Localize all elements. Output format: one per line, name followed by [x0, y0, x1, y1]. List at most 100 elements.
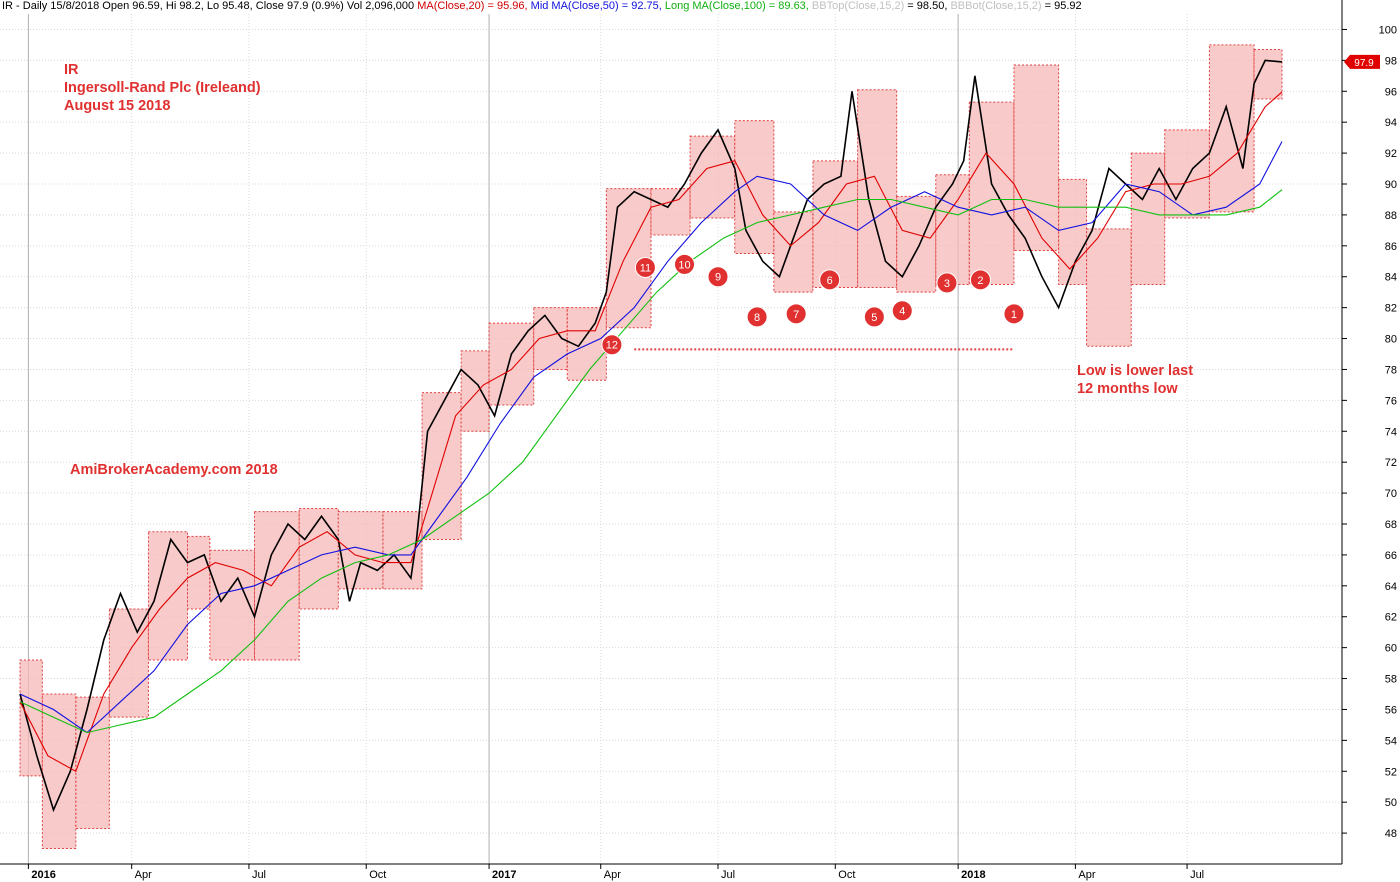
x-tick-label: Oct [369, 869, 386, 881]
y-tick-label: 88 [1385, 210, 1397, 222]
header-ma20: MA(Close,20) = 95.96, [417, 0, 528, 12]
monthly-range-box [209, 549, 256, 661]
monthly-range-box [254, 511, 300, 661]
header-ma100: Long MA(Close,100) = 89.63, [661, 0, 809, 12]
header-bbtop-label: BBTop(Close,15,2) [808, 0, 905, 12]
x-tick-label: Oct [838, 869, 855, 881]
y-tick-label: 56 [1385, 704, 1397, 716]
y-tick-label: 48 [1385, 828, 1397, 840]
monthly-range-box [19, 659, 43, 777]
monthly-range-box [1013, 64, 1060, 251]
monthly-range-box [857, 89, 898, 289]
monthly-range-box [968, 101, 1015, 285]
count-marker-7 [785, 303, 807, 325]
chart-symbol-label: IR [64, 62, 79, 78]
monthly-range-box [1086, 228, 1132, 347]
y-tick-label: 96 [1385, 86, 1397, 98]
ma100-line [19, 189, 1283, 734]
y-tick-label: 74 [1385, 426, 1397, 438]
x-tick-label: Apr [604, 869, 621, 881]
x-tick-label: Jul [252, 869, 266, 881]
header-ohlc: IR - Daily 15/8/2018 Open 96.59, Hi 98.2… [2, 0, 418, 12]
header-bbbot-label: BBBot(Close,15,2) [950, 0, 1042, 12]
monthly-range-box [1164, 129, 1210, 219]
header-bbtop-value: = 98.50, [904, 0, 951, 12]
x-tick-label: Apr [1078, 869, 1095, 881]
monthly-range-box [812, 160, 859, 289]
monthly-range-box [773, 211, 814, 293]
monthly-range-boxes [19, 44, 1283, 850]
count-marker-11 [634, 256, 656, 278]
monthly-range-box [689, 135, 736, 219]
y-tick-label: 60 [1385, 643, 1397, 655]
monthly-range-box [421, 392, 462, 540]
count-marker-label: 1 [1011, 309, 1017, 321]
y-tick-label: 82 [1385, 303, 1397, 315]
x-tick-label: Apr [135, 869, 152, 881]
close-price-line [19, 59, 1283, 813]
count-marker-label: 11 [640, 262, 651, 274]
header-bbbot-value: = 95.92 [1041, 0, 1082, 12]
y-tick-label: 90 [1385, 179, 1397, 191]
count-marker-label: 10 [678, 259, 690, 271]
chart-date-label: August 15 2018 [64, 98, 171, 114]
y-tick-label: 66 [1385, 550, 1397, 562]
count-marker-label: 3 [944, 278, 950, 290]
y-tick-label: 80 [1385, 334, 1397, 346]
count-marker-10 [674, 253, 696, 275]
low-note-line2: 12 months low [1077, 381, 1178, 397]
y-tick-label: 94 [1385, 117, 1397, 129]
count-marker-1 [1003, 303, 1025, 325]
monthly-range-box [935, 174, 970, 285]
monthly-range-box [337, 511, 384, 590]
watermark-label: AmiBrokerAcademy.com 2018 [70, 462, 278, 478]
low-note-line1: Low is lower last [1077, 363, 1194, 379]
monthly-range-box [460, 350, 490, 432]
x-tick-label: Jul [1190, 869, 1204, 881]
moving-averages [19, 91, 1283, 773]
count-marker-label: 8 [754, 312, 760, 324]
count-marker-4 [891, 300, 913, 322]
monthly-range-box [108, 608, 149, 718]
y-tick-label: 92 [1385, 148, 1397, 160]
count-marker-8 [746, 306, 768, 328]
monthly-range-box [75, 696, 110, 829]
x-tick-label: Jul [721, 869, 735, 881]
monthly-range-box [187, 535, 211, 610]
ma50-line [19, 141, 1283, 734]
y-tick-label: 54 [1385, 735, 1397, 747]
y-tick-label: 86 [1385, 241, 1397, 253]
y-tick-label: 50 [1385, 797, 1397, 809]
count-marker-12 [601, 334, 623, 356]
monthly-range-box [298, 508, 339, 610]
chart-header: IR - Daily 15/8/2018 Open 96.59, Hi 98.2… [2, 0, 1082, 12]
header-ma50: Mid MA(Close,50) = 92.75, [527, 0, 662, 12]
price-series [19, 59, 1283, 813]
count-marker-3 [936, 272, 958, 294]
count-marker-label: 9 [715, 272, 721, 284]
y-tick-label: 68 [1385, 519, 1397, 531]
y-tick-label: 52 [1385, 766, 1397, 778]
count-marker-2 [969, 269, 991, 291]
monthly-range-box [382, 511, 423, 590]
ma20-line [19, 91, 1283, 773]
count-marker-label: 7 [793, 309, 799, 321]
y-tick-label: 84 [1385, 272, 1397, 284]
monthly-range-box [488, 322, 535, 406]
y-tick-label: 98 [1385, 55, 1397, 67]
y-tick-label: 78 [1385, 364, 1397, 376]
count-marker-label: 4 [899, 306, 905, 318]
count-marker-label: 2 [977, 275, 983, 287]
count-markers: 12 11 10 9 8 7 6 5 4 3 2 1 [601, 253, 1025, 356]
y-tick-label: 76 [1385, 395, 1397, 407]
grid-lines [0, 14, 1342, 864]
last-price-label: 97.9 [1354, 58, 1374, 69]
x-tick-label: 2017 [492, 869, 516, 881]
monthly-range-box [650, 188, 691, 236]
count-marker-label: 12 [606, 340, 618, 352]
x-tick-label: 2016 [31, 869, 55, 881]
last-price-tag [1344, 54, 1380, 69]
x-tick-label: 2018 [961, 869, 985, 881]
